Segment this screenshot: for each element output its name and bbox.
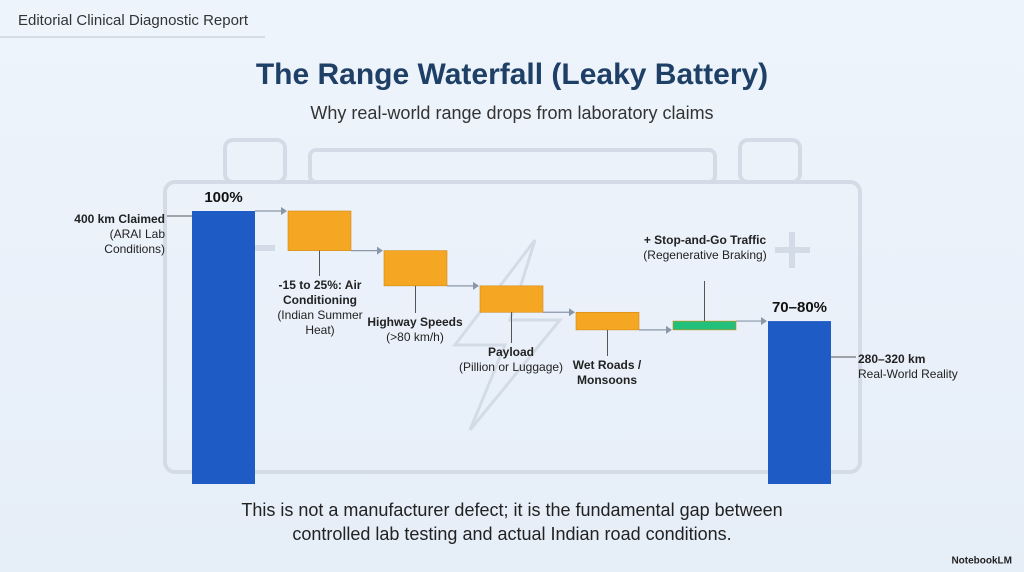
arrow-head — [377, 246, 383, 255]
bar — [575, 311, 640, 331]
category-detail: (ARAI Lab Conditions) — [104, 227, 165, 256]
category-label: Wet Roads / Monsoons — [552, 358, 662, 388]
arrow-head — [281, 207, 287, 215]
footer-line: This is not a manufacturer defect; it is… — [241, 500, 782, 520]
category-title: -15 to 25%: Air Conditioning — [278, 278, 362, 307]
arrow-head — [473, 281, 479, 290]
arrow-head — [569, 308, 575, 317]
category-label: 280–320 km Real-World Reality — [858, 352, 968, 382]
header: Editorial Clinical Diagnostic Report — [18, 12, 249, 29]
category-detail: (Indian Summer Heat) — [277, 308, 363, 337]
category-title: 280–320 km — [858, 352, 926, 366]
chart-title: The Range Waterfall (Leaky Battery) — [256, 58, 768, 91]
category-detail: (Pillion or Luggage) — [458, 360, 564, 374]
category-label: 400 km Claimed (ARAI Lab Conditions) — [55, 212, 165, 257]
bar — [768, 321, 831, 484]
category-title: Highway Speeds — [367, 315, 463, 329]
category-label: + Stop-and-Go Traffic (Regenerative Braki… — [635, 233, 775, 263]
value-label: 100% — [204, 189, 242, 206]
category-title: + Stop-and-Go Traffic — [643, 233, 767, 247]
category-detail: (>80 km/h) — [386, 330, 444, 344]
category-title: Payload — [487, 345, 535, 359]
category-label: -15 to 25%: Air Conditioning (Indian Summ… — [262, 278, 378, 338]
bar — [479, 285, 544, 313]
category-detail: (Regenerative Braking) — [643, 248, 767, 262]
bar — [192, 211, 255, 484]
footer-line: controlled lab testing and actual Indian… — [292, 524, 731, 544]
arrow-head — [761, 317, 767, 326]
value-label: 70–80% — [772, 299, 827, 316]
battery-outline — [163, 138, 862, 474]
arrow-head — [666, 325, 672, 334]
category-detail: Real-World Reality — [858, 367, 958, 381]
category-label: Highway Speeds (>80 km/h) — [360, 315, 470, 345]
bar — [383, 250, 448, 287]
bar — [672, 320, 737, 331]
brand: NotebookLM — [951, 556, 1012, 567]
chart-subtitle: Why real-world range drops from laborato… — [310, 103, 713, 123]
category-title: 400 km Claimed — [74, 212, 165, 226]
bar — [287, 210, 352, 251]
category-label: Payload (Pillion or Luggage) — [456, 345, 566, 375]
category-title: Wet Roads / Monsoons — [572, 358, 642, 387]
